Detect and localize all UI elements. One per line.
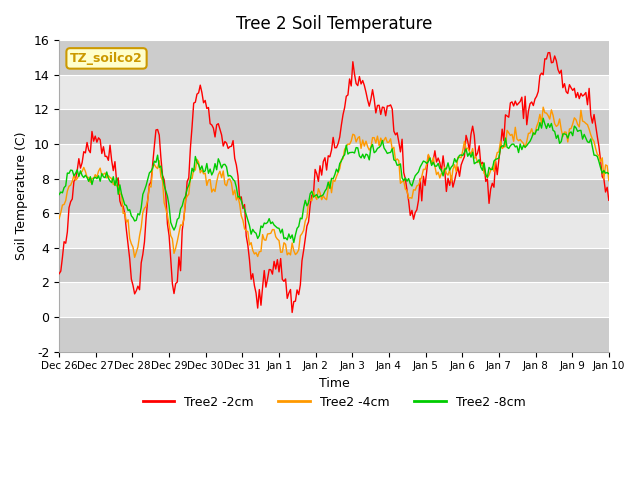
- Tree2 -8cm: [513, 143, 521, 149]
- Tree2 -2cm: [55, 271, 63, 276]
- Tree2 -8cm: [220, 162, 227, 168]
- Tree2 -8cm: [62, 183, 70, 189]
- Tree2 -2cm: [177, 268, 184, 274]
- Tree2 -4cm: [179, 223, 186, 228]
- Tree2 -8cm: [290, 240, 298, 245]
- Bar: [59, 75, 609, 109]
- Bar: [59, 109, 609, 144]
- Line: Tree2 -2cm: Tree2 -2cm: [59, 53, 609, 312]
- X-axis label: Time: Time: [319, 377, 349, 390]
- Line: Tree2 -4cm: Tree2 -4cm: [59, 107, 609, 257]
- Tree2 -4cm: [365, 147, 373, 153]
- Tree2 -4cm: [513, 136, 521, 142]
- Tree2 -8cm: [540, 115, 547, 121]
- Bar: [59, 213, 609, 248]
- Tree2 -8cm: [605, 171, 612, 177]
- Tree2 -8cm: [55, 192, 63, 197]
- Tree2 -4cm: [55, 216, 63, 221]
- Tree2 -4cm: [540, 104, 547, 110]
- Tree2 -4cm: [62, 198, 70, 204]
- Bar: [59, 144, 609, 179]
- Line: Tree2 -8cm: Tree2 -8cm: [59, 118, 609, 242]
- Tree2 -2cm: [506, 100, 514, 106]
- Tree2 -8cm: [177, 206, 184, 212]
- Title: Tree 2 Soil Temperature: Tree 2 Soil Temperature: [236, 15, 432, 33]
- Y-axis label: Soil Temperature (C): Soil Temperature (C): [15, 132, 28, 260]
- Tree2 -4cm: [221, 181, 228, 187]
- Text: TZ_soilco2: TZ_soilco2: [70, 52, 143, 65]
- Tree2 -2cm: [513, 102, 521, 108]
- Tree2 -2cm: [605, 197, 612, 203]
- Tree2 -8cm: [365, 157, 373, 163]
- Tree2 -2cm: [62, 240, 70, 246]
- Tree2 -2cm: [546, 50, 554, 56]
- Bar: [59, 248, 609, 282]
- Bar: [59, 40, 609, 75]
- Tree2 -2cm: [365, 103, 373, 109]
- Bar: [59, 179, 609, 213]
- Bar: [59, 317, 609, 351]
- Tree2 -2cm: [288, 310, 296, 315]
- Tree2 -4cm: [131, 254, 138, 260]
- Bar: [59, 282, 609, 317]
- Legend: Tree2 -2cm, Tree2 -4cm, Tree2 -8cm: Tree2 -2cm, Tree2 -4cm, Tree2 -8cm: [138, 391, 531, 414]
- Tree2 -4cm: [605, 178, 612, 183]
- Tree2 -4cm: [506, 132, 514, 138]
- Tree2 -2cm: [220, 143, 227, 149]
- Tree2 -8cm: [506, 143, 514, 149]
